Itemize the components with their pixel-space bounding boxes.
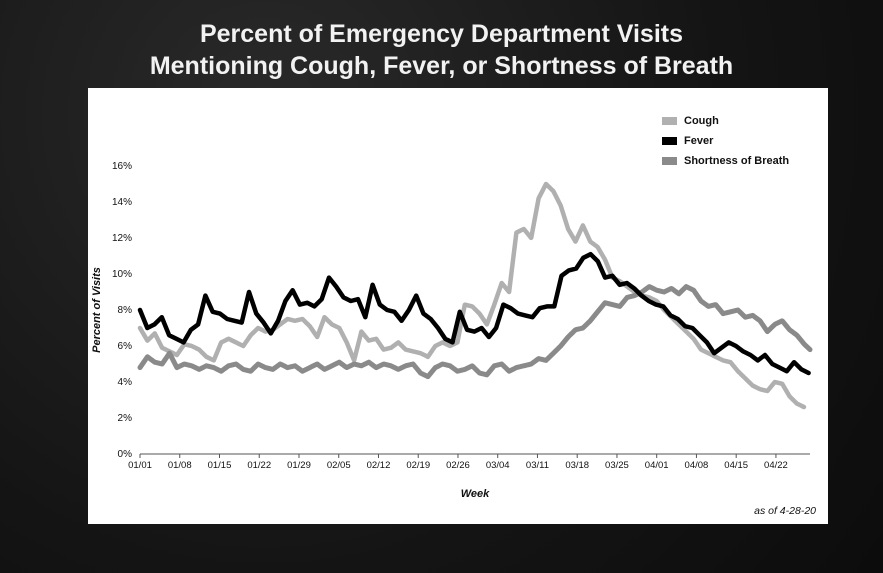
y-tick-label: 14%	[112, 197, 132, 208]
x-axis-label: Week	[461, 488, 490, 500]
line-chart: 0% 2% 4% 6% 8% 10% 12% 14% 16% 01/01 01/08 01/15 01/…	[91, 115, 816, 517]
x-tick-label: 01/29	[287, 460, 311, 471]
y-tick-label: 4%	[118, 377, 133, 388]
x-tick-label: 04/08	[685, 460, 709, 471]
as-of-note: as of 4-28-20	[754, 505, 816, 517]
x-tick-label: 02/12	[367, 460, 391, 471]
y-tick-label: 0%	[118, 449, 133, 460]
y-tick-label: 6%	[118, 341, 133, 352]
legend-swatch	[662, 137, 677, 145]
y-axis-label: Percent of Visits	[91, 267, 103, 353]
x-tick-label: 04/15	[724, 460, 748, 471]
series-line-cough	[137, 181, 807, 410]
x-tick-label: 04/01	[645, 460, 669, 471]
x-tick-label: 02/19	[406, 460, 430, 471]
x-tick-label: 02/26	[446, 460, 470, 471]
x-tick-label: 03/04	[486, 460, 510, 471]
legend-entry: Cough	[684, 115, 719, 127]
x-tick-label: 02/05	[327, 460, 351, 471]
y-tick-label: 16%	[112, 161, 132, 172]
y-tick-label: 8%	[118, 305, 133, 316]
legend-swatch	[662, 157, 677, 165]
legend-entry: Shortness of Breath	[684, 155, 789, 167]
x-tick-label: 01/08	[168, 460, 192, 471]
x-tick-label: 01/01	[128, 460, 152, 471]
y-tick-label: 2%	[118, 413, 133, 424]
y-tick-label: 12%	[112, 233, 132, 244]
x-tick-label: 01/15	[208, 460, 232, 471]
series-line-shortness-of-breath	[137, 284, 813, 380]
chart-panel: 0% 2% 4% 6% 8% 10% 12% 14% 16% 01/01 01/08 01/15 01/…	[88, 88, 828, 524]
legend-entry: Fever	[684, 135, 714, 147]
x-tick-label: 03/11	[526, 460, 549, 471]
chart-title-line-2: Mentioning Cough, Fever, or Shortness of…	[149, 52, 734, 80]
x-tick-label: 01/22	[247, 460, 271, 471]
legend-swatch	[662, 117, 677, 125]
chart-title-line-1: Percent of Emergency Department Visits	[199, 20, 684, 48]
series-line-fever	[137, 251, 811, 376]
y-tick-label: 10%	[112, 269, 132, 280]
x-tick-label: 03/18	[565, 460, 589, 471]
chart-title: Percent of Emergency Department Visits M…	[0, 18, 883, 82]
x-tick-label: 04/22	[764, 460, 788, 471]
x-tick-label: 03/25	[605, 460, 629, 471]
